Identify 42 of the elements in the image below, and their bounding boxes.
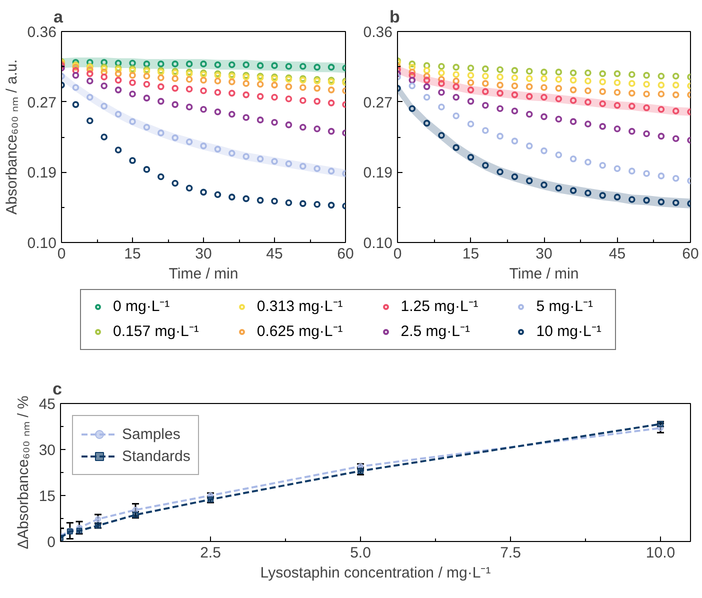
- y-tick-label: 0.27: [363, 94, 393, 112]
- legend-label: 0.625 mg·L⁻¹: [256, 322, 343, 342]
- x-tick-label: 30: [536, 246, 552, 262]
- x-axis-title: Lysostaphin concentration / mg·L⁻¹: [260, 564, 491, 582]
- y-axis-title: Absorbance₆₀₀ ₙₘ / a.u.: [3, 59, 20, 215]
- y-tick-label: 0: [47, 534, 56, 551]
- y-tick-label: 0.36: [27, 24, 57, 41]
- chart-title: b: [390, 8, 400, 26]
- x-tick-label: 30: [195, 246, 212, 262]
- y-axis-title: ΔAbsorbance₆₀₀ ₙₘ / %: [14, 396, 32, 550]
- legend-label: 0 mg·L⁻¹: [113, 297, 170, 317]
- legend-label: Samples: [122, 426, 180, 442]
- legend-label: Standards: [122, 448, 190, 464]
- chart-title: a: [54, 8, 64, 26]
- y-tick-label: 0.10: [27, 235, 57, 252]
- y-tick-label: 0.19: [363, 164, 393, 182]
- chart-title: c: [52, 380, 62, 398]
- legend-label: 1.25 mg·L⁻¹: [400, 297, 478, 317]
- y-tick-label: 30: [38, 442, 56, 459]
- x-tick-label: 5.0: [350, 544, 371, 562]
- x-tick-label: 60: [682, 246, 699, 262]
- x-tick-label: 10.0: [646, 544, 676, 562]
- x-tick-label: 45: [266, 246, 283, 262]
- x-tick-label: 15: [462, 246, 480, 262]
- legend-label: 5 mg·L⁻¹: [536, 297, 593, 317]
- x-axis-title: Time / min: [509, 266, 579, 282]
- legend-label: 0.157 mg·L⁻¹: [113, 322, 199, 342]
- x-tick-label: 45: [608, 246, 626, 262]
- y-tick-label: 0.27: [27, 94, 57, 112]
- y-tick-label: 45: [38, 396, 56, 413]
- x-tick-label: 7.5: [500, 544, 521, 562]
- x-tick-label: 2.5: [200, 544, 221, 562]
- y-tick-label: 0.36: [363, 24, 393, 41]
- x-tick-label: 15: [124, 246, 141, 262]
- legend-label: 10 mg·L⁻¹: [536, 322, 602, 342]
- y-tick-label: 0.19: [27, 164, 57, 182]
- legend-label: 2.5 mg·L⁻¹: [400, 322, 470, 342]
- y-tick-label: 0.10: [363, 235, 393, 252]
- y-tick-label: 15: [38, 488, 56, 505]
- x-tick-label: 60: [337, 246, 354, 262]
- legend-label: 0.313 mg·L⁻¹: [256, 297, 343, 317]
- x-axis-title: Time / min: [168, 266, 238, 282]
